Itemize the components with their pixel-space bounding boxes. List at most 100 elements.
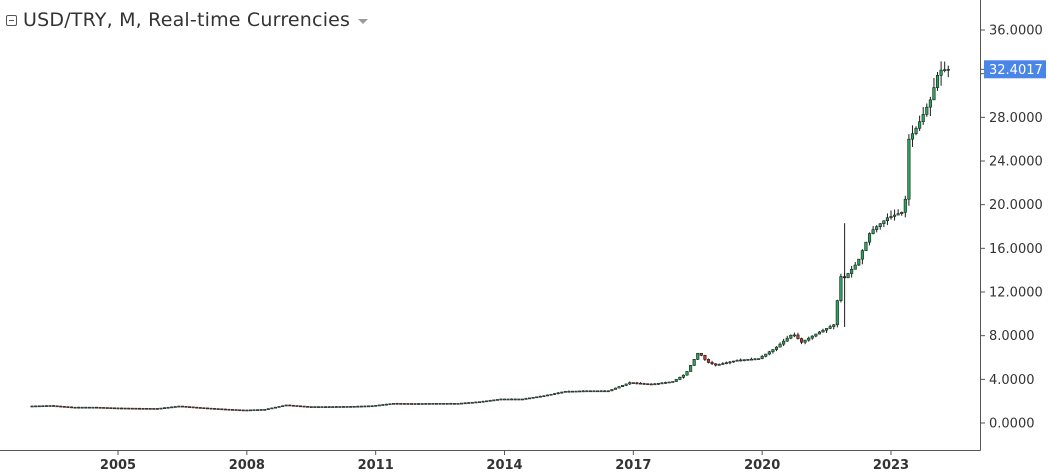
candle-body <box>832 324 836 327</box>
candle-body <box>248 409 252 412</box>
candle-body <box>44 405 48 407</box>
candle-body <box>55 405 59 408</box>
candle-body <box>320 406 324 408</box>
candle-body <box>420 403 424 405</box>
candle-body <box>771 349 775 353</box>
candle-body <box>810 335 814 339</box>
candle-body <box>631 382 635 384</box>
candle-body <box>663 382 668 384</box>
y-tick-label: 0.0000 <box>989 417 1035 432</box>
candle-body <box>481 400 485 403</box>
candle-body <box>792 334 796 337</box>
candle-body <box>520 398 524 401</box>
candle-body <box>610 389 614 392</box>
candle-body <box>671 381 675 383</box>
candle-body <box>864 241 868 251</box>
candle-body <box>595 390 600 393</box>
x-tick-label: 2017 <box>615 458 651 472</box>
candle-body <box>714 363 718 366</box>
candle-body <box>341 406 346 408</box>
candle-body <box>563 391 567 393</box>
candle-body <box>570 390 575 393</box>
candle-body <box>209 407 213 410</box>
candle-body <box>281 405 285 408</box>
candle-body <box>137 407 142 410</box>
candle-body <box>474 401 478 404</box>
candle-body <box>116 407 120 410</box>
candle-body <box>263 409 267 411</box>
candle-body <box>821 329 825 333</box>
candle-body <box>581 390 585 393</box>
candle-body <box>535 396 539 399</box>
candle-body <box>624 383 628 386</box>
candle-body <box>424 403 428 405</box>
candle-body <box>59 405 63 408</box>
candle-body <box>345 406 349 408</box>
candle-body <box>878 223 882 227</box>
candle-body <box>374 405 378 407</box>
candle-body <box>62 406 66 408</box>
x-tick-label: 2011 <box>358 458 394 472</box>
candle-body <box>180 405 184 408</box>
candle-body <box>692 359 696 366</box>
candle-body <box>356 405 360 408</box>
candle-body <box>656 383 660 385</box>
candle-body <box>492 399 496 402</box>
candle-body <box>277 406 281 408</box>
candle-body <box>259 409 263 411</box>
candle-body <box>334 406 338 408</box>
candle-body <box>574 390 578 393</box>
candle-body <box>642 383 646 385</box>
candle-body <box>785 337 789 342</box>
x-tick-label: 2020 <box>744 458 780 472</box>
candle-body <box>141 407 145 410</box>
candle-body <box>331 406 335 408</box>
y-tick-label: 20.0000 <box>989 198 1043 213</box>
chevron-down-icon[interactable] <box>358 18 369 24</box>
candle-body <box>885 217 889 222</box>
candle-body <box>370 405 374 408</box>
candle-body <box>495 399 499 401</box>
y-tick-label: 12.0000 <box>989 286 1043 301</box>
candle-body <box>349 406 353 408</box>
candle-body <box>148 408 152 410</box>
candle-body <box>112 407 116 410</box>
candle-body <box>223 408 227 411</box>
candle-body <box>80 406 84 409</box>
candle-body <box>825 328 829 331</box>
candle-body <box>932 87 936 101</box>
candle-body <box>585 390 589 393</box>
candle-body <box>306 406 310 408</box>
candle-body <box>828 326 832 329</box>
y-tick-label: 36.0000 <box>989 24 1043 39</box>
candle-body <box>456 403 460 405</box>
candle-body <box>696 352 700 360</box>
candle-body <box>850 269 854 274</box>
candle-body <box>599 390 603 393</box>
candle-body <box>399 403 403 405</box>
candle-body <box>846 273 850 279</box>
candle-body <box>220 408 224 411</box>
candle-body <box>814 333 818 337</box>
candle-body <box>867 233 872 243</box>
candle-body <box>238 409 242 412</box>
candle-body <box>578 390 582 393</box>
candle-body <box>52 405 56 407</box>
candle-body <box>882 220 886 224</box>
candle-body <box>653 383 657 386</box>
collapse-square-icon[interactable] <box>6 14 17 26</box>
candle-body <box>678 376 682 380</box>
candle-body <box>767 351 771 355</box>
candle-body <box>270 407 274 410</box>
candle-body <box>477 401 482 404</box>
candle-body <box>703 355 707 360</box>
candle-body <box>173 406 177 408</box>
candle-body <box>406 403 410 405</box>
candle-body <box>710 362 714 365</box>
candle-body <box>69 406 74 409</box>
candle-body <box>502 398 507 401</box>
candle-body <box>857 258 861 266</box>
candle-body <box>946 69 950 71</box>
